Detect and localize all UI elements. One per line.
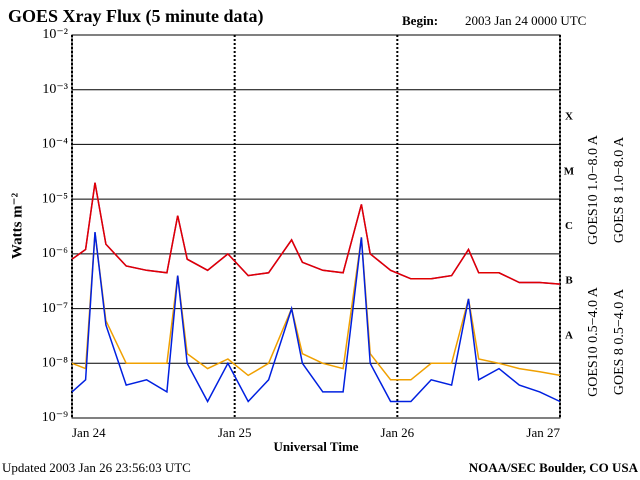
chart-title: GOES Xray Flux (5 minute data) [8,6,264,27]
legend-entry: GOES10 1.0−8.0 A [586,134,601,245]
x-tick-label: Jan 27 [526,425,560,440]
begin-time: 2003 Jan 24 0000 UTC [465,13,586,28]
series-line [71,232,561,404]
series-line [71,182,561,285]
flare-class: C [565,220,573,232]
y-tick-label: 10⁻⁴ [42,137,68,152]
updated: Updated 2003 Jan 26 23:56:03 UTC [2,460,191,475]
x-tick-label: Jan 24 [72,425,106,440]
begin-label: Begin: [402,13,438,28]
flare-class: B [565,275,573,287]
y-axis-label: Watts m⁻² [9,192,25,259]
flare-class: A [565,329,573,341]
source: NOAA/SEC Boulder, CO USA [469,460,639,475]
y-tick-label: 10⁻⁷ [42,301,68,316]
flare-class: M [564,165,575,177]
y-tick-label: 10⁻³ [42,82,68,97]
y-tick-label: 10⁻⁸ [42,356,68,371]
x-axis-label: Universal Time [273,439,358,454]
series-line [71,233,561,381]
legend-entry: GOES 8 1.0−8.0 A [612,136,627,243]
legend-entry: GOES10 0.5−4.0 A [586,286,601,397]
x-tick-label: Jan 25 [218,425,252,440]
series-line [71,182,561,285]
x-tick-label: Jan 26 [381,425,415,440]
y-tick-label: 10⁻⁹ [42,410,68,425]
y-tick-label: 10⁻² [42,27,68,42]
y-tick-label: 10⁻⁵ [42,191,68,206]
y-tick-label: 10⁻⁶ [42,246,68,261]
flare-class: X [565,111,573,123]
legend-entry: GOES 8 0.5−4.0 A [612,288,627,395]
